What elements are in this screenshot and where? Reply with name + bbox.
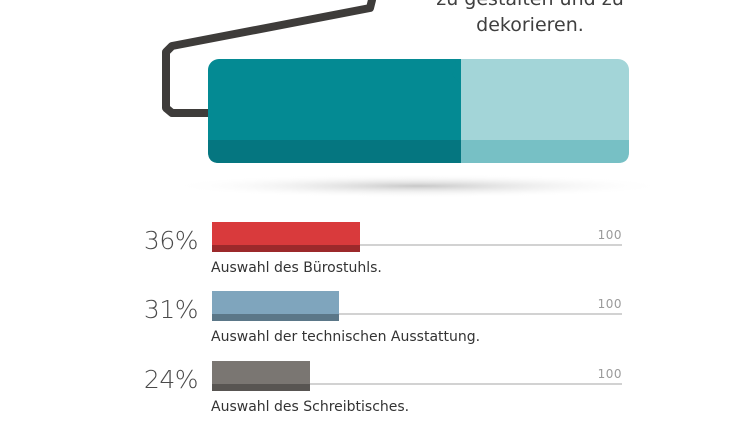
bar-track — [212, 313, 622, 315]
intro-text: zu gestalten und zu dekorieren. — [420, 0, 640, 38]
bar-category-label: Auswahl der technischen Ausstattung. — [211, 329, 481, 345]
bar-category-label: Auswahl des Schreibtisches. — [211, 399, 410, 415]
bar-value-label: 24% — [143, 365, 199, 394]
bar-row: 31% 100 Auswahl der technischen Ausstatt… — [0, 285, 746, 355]
roller-light-part — [440, 59, 629, 163]
bar-track — [212, 244, 622, 246]
roller-shadow — [168, 174, 668, 198]
bar-fill — [212, 222, 360, 252]
bar-fill — [212, 361, 311, 391]
bar-max-label: 100 — [597, 367, 622, 381]
paint-drip — [452, 59, 461, 84]
bar-row: 36% 100 Auswahl des Bürostuhls. — [0, 216, 746, 286]
bar-category-label: Auswahl des Bürostuhls. — [211, 260, 382, 276]
bar-track — [212, 383, 622, 385]
roller-dark-band — [208, 140, 461, 163]
roller-handle — [162, 0, 376, 117]
intro-line-2: dekorieren. — [476, 14, 584, 36]
bar-fill — [212, 291, 340, 321]
bar-max-label: 100 — [597, 228, 622, 242]
bar-value-label: 36% — [143, 226, 199, 255]
paint-roller-illustration — [162, 0, 668, 198]
bar-row: 24% 100 Auswahl des Schreibtisches. — [0, 355, 746, 425]
bar-max-label: 100 — [597, 297, 622, 311]
bar-value-label: 31% — [143, 295, 199, 324]
roller-light-band — [461, 140, 629, 163]
roller-dark-part — [208, 59, 461, 163]
intro-line-1: zu gestalten und zu — [420, 0, 640, 12]
